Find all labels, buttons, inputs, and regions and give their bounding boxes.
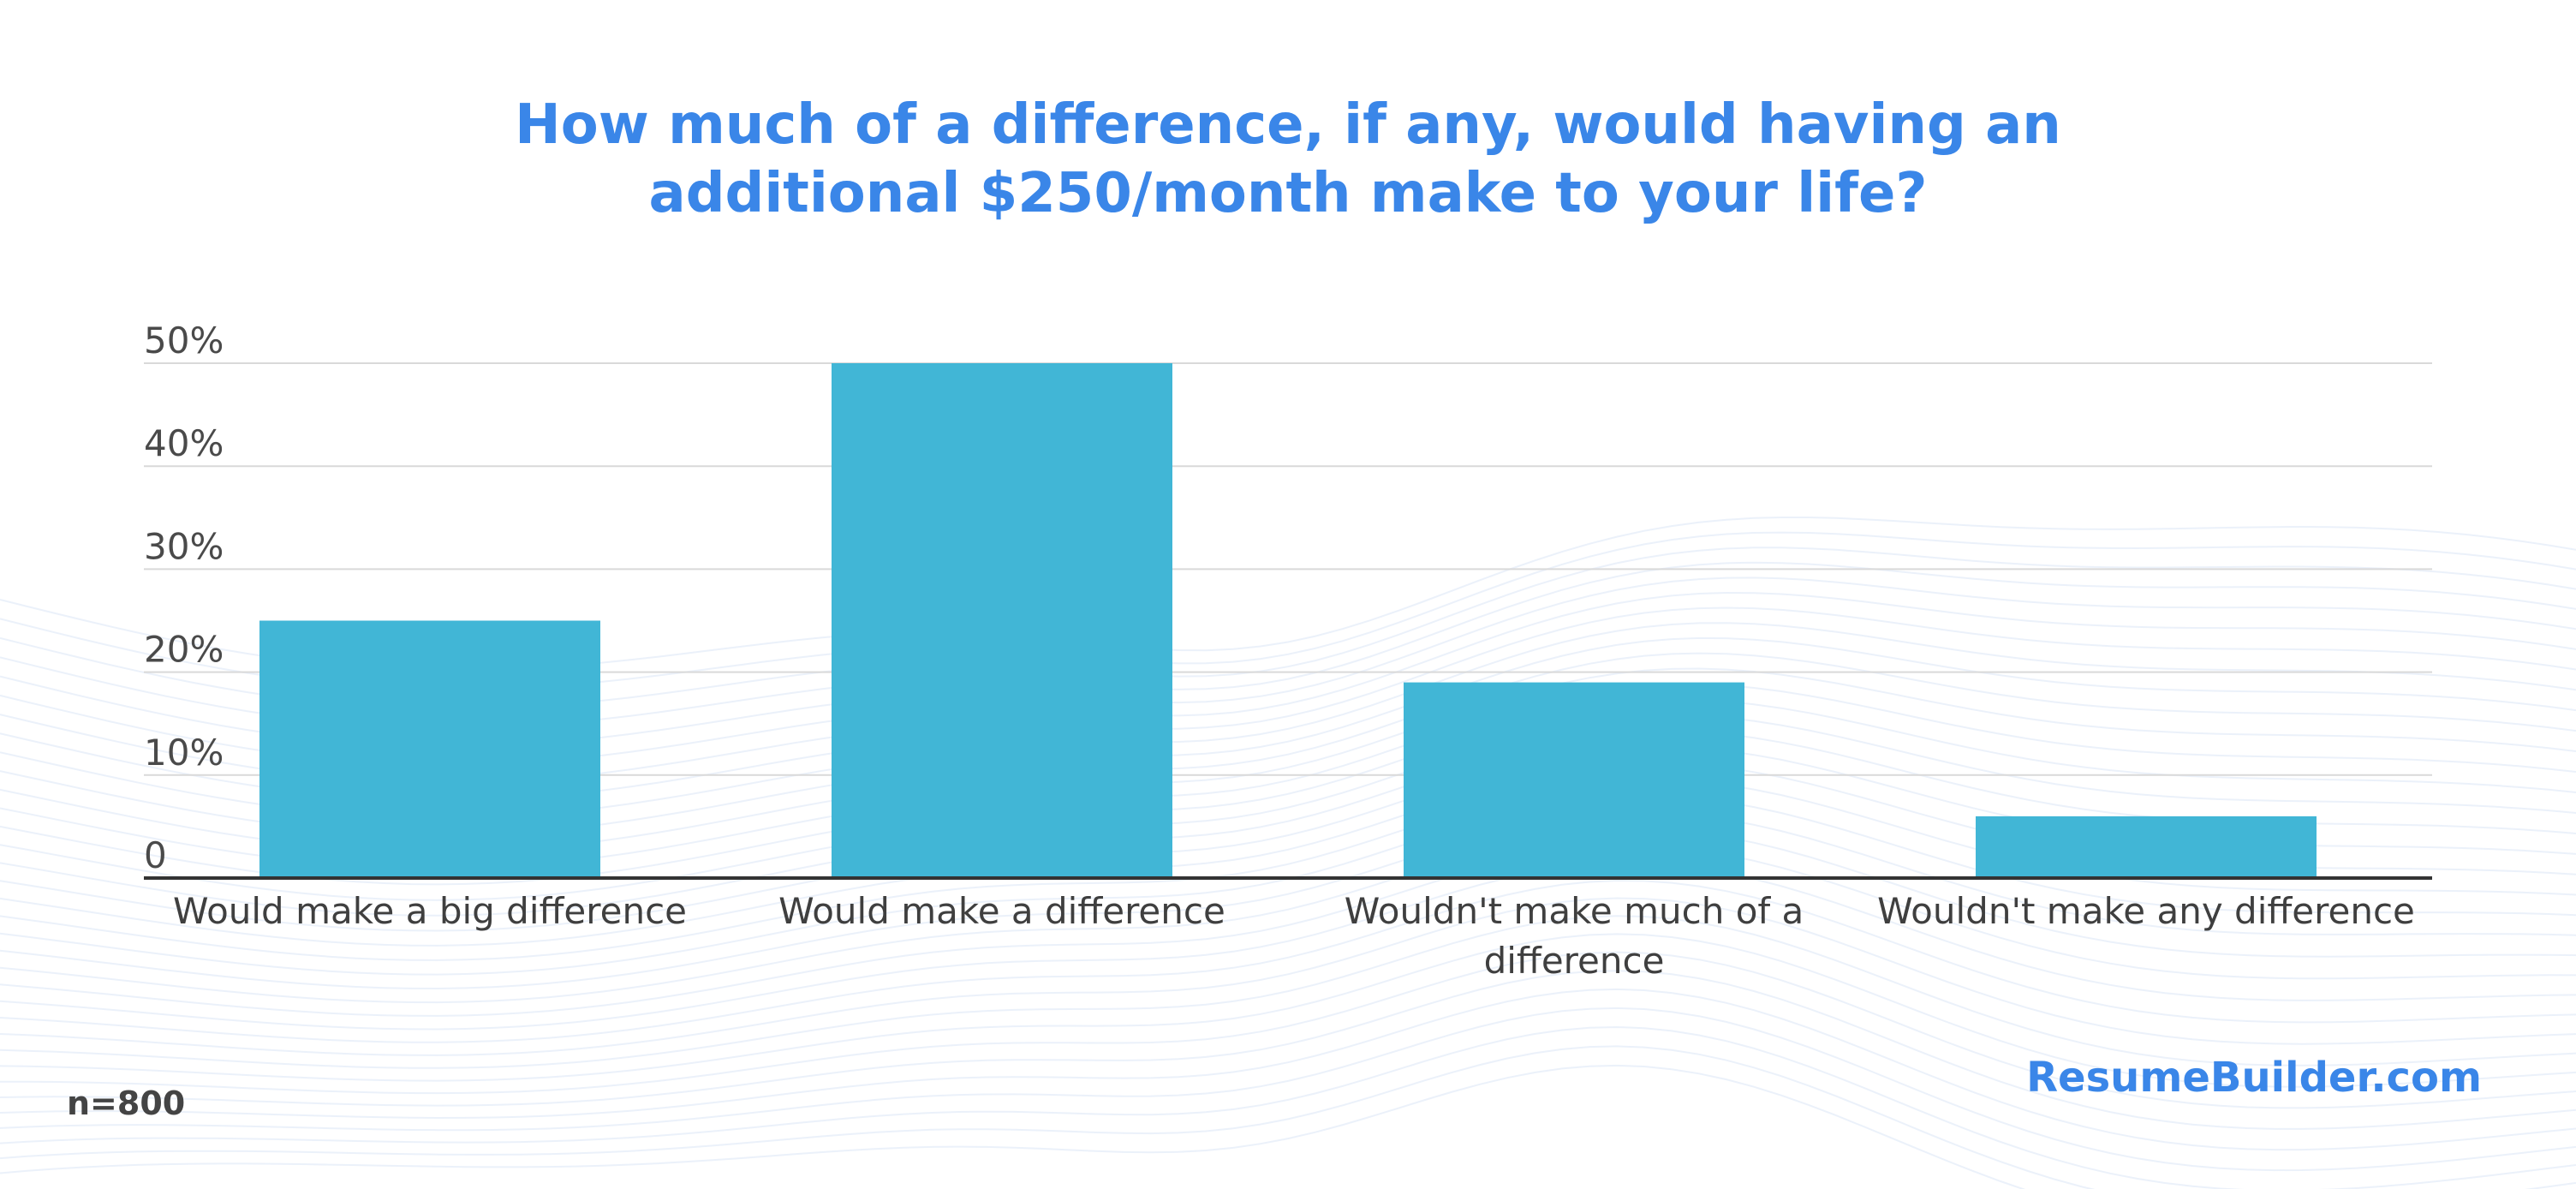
- background-wave-line: [0, 988, 2576, 1151]
- bar: [1976, 816, 2317, 878]
- chart-title: How much of a difference, if any, would …: [0, 91, 2576, 228]
- chart-title-line-1: How much of a difference, if any, would …: [515, 93, 2061, 157]
- bar: [832, 363, 1172, 878]
- y-tick-label: 0: [144, 834, 167, 876]
- sample-size-note: n=800: [67, 1084, 186, 1122]
- chart-title-line-2: additional $250/month make to your life?: [648, 162, 1928, 225]
- y-tick-label: 30%: [144, 525, 224, 567]
- bar: [1404, 682, 1744, 878]
- background-wave-line: [0, 970, 2576, 1130]
- x-category-label: Wouldn't make any difference: [1877, 890, 2415, 932]
- background-wave-line: [0, 845, 2576, 1017]
- background-wave-line: [0, 933, 2576, 1088]
- y-tick-label: 10%: [144, 732, 224, 774]
- background-wave-line: [0, 915, 2576, 1069]
- background-wave-line: [0, 879, 2576, 1043]
- background-wave-line: [0, 714, 2576, 901]
- background-wave-line: [0, 1064, 2026, 1189]
- background-wave-line: [0, 1045, 2576, 1189]
- x-category-label: difference: [1484, 940, 1665, 982]
- background-wave-line: [0, 1007, 2576, 1172]
- y-tick-label: 40%: [144, 422, 224, 464]
- x-category-label: Wouldn't make much of a: [1345, 890, 1804, 932]
- background-wave-line: [0, 811, 2576, 990]
- bar: [259, 620, 600, 878]
- x-category-label: Would make a big difference: [173, 890, 687, 932]
- background-wave-line: [0, 862, 2576, 1031]
- background-wave-line: [0, 1025, 2576, 1189]
- y-tick-label: 50%: [144, 320, 224, 361]
- background-wave-line: [0, 897, 2576, 1056]
- background-wave-line: [0, 698, 2576, 886]
- background-wave-line: [0, 828, 2576, 1004]
- x-category-label: Would make a difference: [778, 890, 1225, 932]
- brand-logo-text: ResumeBuilder.com: [2026, 1054, 2482, 1102]
- y-tick-label: 20%: [144, 629, 224, 671]
- background-wave-line: [0, 778, 2576, 961]
- background-wave-line: [0, 951, 2576, 1109]
